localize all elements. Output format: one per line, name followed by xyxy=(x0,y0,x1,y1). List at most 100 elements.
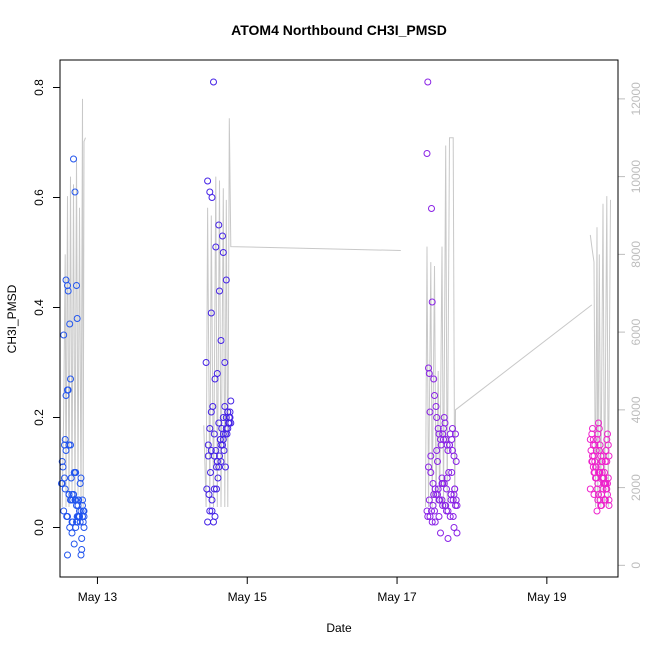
data-point xyxy=(440,414,448,421)
data-point xyxy=(437,529,444,537)
data-point xyxy=(222,425,230,432)
data-point xyxy=(598,474,606,482)
data-point xyxy=(73,282,80,289)
data-point xyxy=(440,436,447,443)
data-point xyxy=(435,496,443,504)
data-point xyxy=(453,502,461,509)
data-point xyxy=(211,513,219,520)
data-point xyxy=(426,408,434,416)
data-point xyxy=(425,364,432,372)
data-point xyxy=(64,386,72,394)
data-point xyxy=(61,474,68,482)
y2-tick-label: 8000 xyxy=(629,241,643,268)
data-point xyxy=(219,232,226,240)
data-point xyxy=(63,513,71,520)
data-point xyxy=(603,458,611,465)
data-point xyxy=(67,375,74,383)
data-point xyxy=(586,485,594,493)
data-point xyxy=(212,243,220,251)
data-point xyxy=(213,485,220,493)
data-point xyxy=(71,469,79,476)
data-point xyxy=(424,78,432,86)
data-point xyxy=(219,249,227,256)
series-line xyxy=(203,118,401,508)
data-point xyxy=(443,474,451,482)
data-point xyxy=(595,447,603,454)
data-point xyxy=(446,441,453,449)
data-point xyxy=(205,491,213,498)
data-point xyxy=(62,447,70,454)
data-point xyxy=(433,447,441,454)
data-point xyxy=(432,403,440,410)
y2-tick-label: 4000 xyxy=(629,396,643,423)
data-point xyxy=(451,485,459,493)
data-point xyxy=(210,452,218,460)
data-point xyxy=(74,502,82,509)
data-point xyxy=(71,188,79,196)
data-point xyxy=(425,496,433,504)
data-point xyxy=(60,507,68,515)
data-point xyxy=(227,397,235,405)
data-point xyxy=(204,518,212,526)
data-point xyxy=(438,496,446,504)
data-point xyxy=(69,518,77,526)
y2-tick-label: 0 xyxy=(629,562,643,569)
data-point xyxy=(589,425,596,432)
data-point xyxy=(206,425,214,432)
data-points xyxy=(58,78,613,559)
data-point xyxy=(589,436,597,443)
data-point xyxy=(430,375,438,383)
data-point xyxy=(601,496,608,504)
data-point xyxy=(209,403,217,410)
data-point xyxy=(207,469,214,476)
data-point xyxy=(453,529,461,537)
data-point xyxy=(431,507,438,515)
data-point xyxy=(599,452,607,460)
data-point xyxy=(425,463,432,471)
data-point xyxy=(595,425,603,432)
data-point xyxy=(604,430,611,438)
data-point xyxy=(452,430,459,438)
data-point xyxy=(213,370,221,377)
data-point xyxy=(597,502,605,509)
data-point xyxy=(219,430,227,438)
data-point xyxy=(216,287,223,295)
data-point xyxy=(449,513,457,520)
data-point xyxy=(452,458,460,465)
data-point xyxy=(595,469,602,476)
data-point xyxy=(434,458,441,465)
data-point xyxy=(78,546,86,553)
data-point xyxy=(215,221,223,229)
y-axis-label: CH3I_PMSD xyxy=(5,284,19,353)
data-point xyxy=(225,419,233,427)
data-point xyxy=(215,419,223,427)
data-point xyxy=(444,535,452,542)
data-point xyxy=(449,425,456,432)
data-point xyxy=(602,480,610,487)
data-point xyxy=(66,320,74,328)
x-axis-label: Date xyxy=(326,621,352,635)
data-point xyxy=(427,452,435,460)
x-tick-label: May 19 xyxy=(527,590,567,604)
data-point xyxy=(207,447,215,454)
x-tick-label: May 15 xyxy=(228,590,268,604)
x-tick-label: May 17 xyxy=(377,590,417,604)
data-point xyxy=(210,485,218,493)
data-point xyxy=(78,535,86,542)
data-point xyxy=(217,337,225,344)
data-point xyxy=(431,392,438,399)
data-point xyxy=(79,496,86,504)
data-point xyxy=(428,298,436,306)
data-point xyxy=(226,408,234,416)
data-point xyxy=(76,480,84,487)
data-point xyxy=(434,485,442,493)
data-point xyxy=(70,491,77,498)
data-point xyxy=(213,458,221,465)
data-point xyxy=(222,276,230,284)
data-point xyxy=(450,524,458,531)
x-tick-label: May 13 xyxy=(78,590,118,604)
data-point xyxy=(433,414,441,421)
data-point xyxy=(210,430,218,438)
